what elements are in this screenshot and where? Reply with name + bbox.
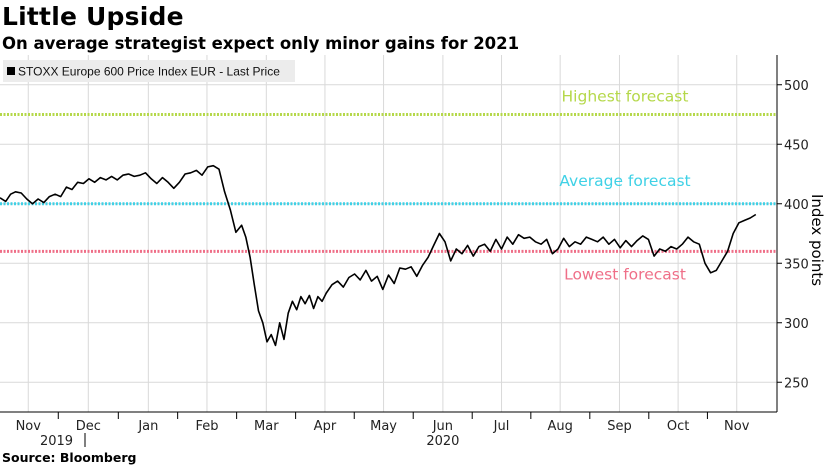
- x-tick-label: Sep: [607, 419, 632, 434]
- gridlines: [0, 55, 777, 412]
- x-tick-label: Jan: [137, 419, 158, 434]
- x-tick-label: Nov: [16, 419, 42, 434]
- chart-title: Little Upside: [2, 2, 184, 31]
- x-tick-label: Mar: [254, 419, 279, 434]
- legend-label: STOXX Europe 600 Price Index EUR - Last …: [18, 65, 280, 79]
- series-layer: [0, 164, 757, 347]
- x-year-label: 2020: [426, 434, 459, 449]
- y-tick-label: 350: [784, 257, 809, 272]
- chart-subtitle: On average strategist expect only minor …: [2, 34, 520, 53]
- x-tick-label: Aug: [547, 419, 572, 434]
- y-tick-label: 400: [784, 198, 809, 213]
- x-tick-label: Oct: [667, 419, 689, 434]
- x-tick-label: Nov: [724, 419, 750, 434]
- x-tick-label: Jul: [493, 419, 510, 434]
- y-tick-label: 250: [784, 376, 809, 391]
- series-line: [0, 164, 757, 347]
- x-tick-label: Dec: [76, 419, 101, 434]
- reference-label-highest: Highest forecast: [562, 88, 689, 106]
- reference-lines: Highest forecast Average forecast Lowest f…: [0, 88, 777, 283]
- y-tick-label: 500: [784, 79, 809, 94]
- y-axis-label: Index points: [808, 194, 826, 286]
- y-tick-label: 450: [784, 138, 809, 153]
- x-tick-label: May: [370, 419, 397, 434]
- source-note: Source: Bloomberg: [2, 450, 137, 465]
- x-tick-label: Jun: [432, 419, 453, 434]
- x-tick-label: Feb: [195, 419, 218, 434]
- reference-label-lowest: Lowest forecast: [564, 265, 686, 283]
- x-year-label: 2019: [40, 434, 73, 449]
- axes: 250 300 350 400 450 500 Nov Dec Jan Feb Mar Apr May J…: [0, 55, 809, 449]
- legend: STOXX Europe 600 Price Index EUR - Last …: [3, 60, 295, 82]
- legend-background: [3, 60, 295, 82]
- reference-label-average: Average forecast: [559, 172, 690, 190]
- legend-swatch: [7, 67, 15, 75]
- y-tick-label: 300: [784, 317, 809, 332]
- x-tick-label: Apr: [314, 419, 337, 434]
